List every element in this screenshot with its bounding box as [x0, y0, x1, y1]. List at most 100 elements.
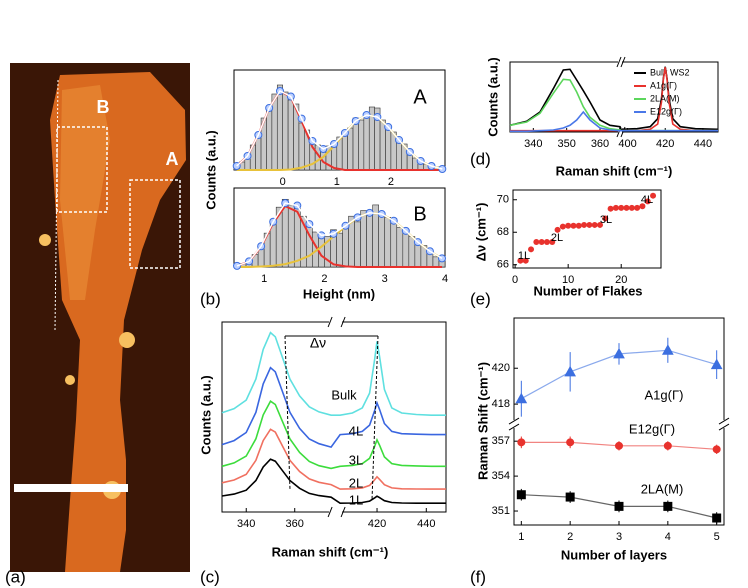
x-tick-label: 2 [567, 531, 573, 543]
x-tick-label: 360 [286, 518, 304, 530]
marker [515, 392, 528, 404]
histogram-bar [354, 221, 361, 268]
axis-break [340, 316, 346, 328]
marker [564, 365, 577, 377]
x-tick-label: 3 [382, 273, 388, 285]
point [575, 222, 582, 229]
series-label: 2L [349, 475, 363, 490]
x-tick-label: 440 [417, 518, 435, 530]
data-line [510, 110, 718, 133]
y-tick-label: 418 [492, 398, 510, 410]
x-tick-label: 2 [388, 176, 394, 188]
marker [517, 438, 526, 447]
axis-break [718, 423, 730, 431]
x-tick-label: 5 [714, 531, 720, 543]
x-axis-label: Raman shift (cm⁻¹) [272, 544, 389, 559]
point [549, 239, 556, 245]
axis-break [616, 56, 622, 68]
x-tick-label: 440 [694, 138, 712, 150]
annotation: 3L [600, 214, 612, 226]
afm-terrace [60, 85, 110, 300]
peak-label: B [413, 203, 426, 225]
scale-bar [14, 484, 128, 492]
marker [516, 490, 526, 500]
series-label: 2LA(M) [641, 481, 684, 496]
point [543, 239, 550, 245]
x-tick-label: 420 [368, 518, 386, 530]
series-label: Bulk [331, 387, 357, 402]
x-tick-label: 360 [591, 138, 609, 150]
point [570, 222, 577, 229]
legend-label: A1g(Γ) [650, 80, 677, 90]
histogram-bar [276, 84, 283, 171]
annotation: 2L [551, 232, 563, 244]
histogram-bar [366, 213, 373, 268]
x-tick-label: 0 [512, 274, 518, 286]
axis-break-gap [329, 320, 343, 324]
marker [710, 358, 723, 370]
annotation: 4L [641, 194, 653, 206]
point [591, 221, 598, 228]
panel-label: (d) [470, 149, 491, 168]
data-line [221, 428, 446, 490]
legend-label: 2LA(M) [650, 93, 680, 103]
region-box [56, 126, 108, 213]
axis-break [508, 417, 520, 425]
histogram-bar [358, 119, 365, 171]
plot-frame [509, 61, 719, 133]
point [554, 226, 561, 233]
region-box [129, 179, 181, 269]
data-line [221, 458, 446, 505]
point [644, 198, 651, 205]
axis-break-gap [618, 130, 622, 134]
series-label: 1L [349, 492, 363, 507]
x-tick-label: 340 [524, 138, 542, 150]
panel-label: (a) [5, 567, 26, 586]
data-line [221, 331, 446, 416]
axis-break-gap [618, 60, 622, 64]
histogram-bar [287, 204, 295, 268]
y-axis-label: Counts (a.u.) [203, 130, 218, 209]
marker [565, 492, 575, 502]
histogram-bar [414, 244, 422, 268]
x-axis-label: Number of layers [561, 547, 667, 562]
axis-break [327, 316, 333, 328]
histogram-bar [271, 93, 278, 171]
peak-guide [371, 335, 379, 501]
axis-break-gap [512, 420, 516, 429]
histogram-bar [342, 223, 349, 268]
region-label: B [97, 97, 110, 117]
x-tick-label: 2 [321, 273, 327, 285]
point [618, 204, 625, 211]
x-axis-label: Raman shift (cm⁻¹) [556, 163, 673, 178]
data-line [221, 366, 446, 449]
y-tick-label: 420 [492, 362, 510, 374]
axis-break [508, 423, 520, 431]
afm-particle [65, 375, 75, 385]
y-tick-label: 68 [497, 226, 509, 238]
histogram-bar [396, 227, 404, 268]
marker [566, 438, 575, 447]
histogram-bar [341, 133, 348, 171]
y-tick-label: 70 [497, 194, 509, 206]
axis-break-gap [722, 420, 726, 429]
peak-guide [284, 335, 291, 491]
y-axis-label: Δν (cm⁻¹) [473, 203, 488, 262]
point [586, 221, 593, 228]
point [581, 221, 588, 228]
point [607, 205, 614, 212]
marker [613, 347, 625, 359]
histogram-bar [384, 217, 392, 268]
histogram-bar [402, 229, 410, 268]
point [623, 204, 630, 211]
y-axis-label: Counts (a.u.) [198, 375, 213, 454]
histogram-bar [298, 122, 305, 171]
x-tick-label: 10 [562, 274, 574, 286]
x-tick-label: 420 [656, 138, 674, 150]
data-line [236, 90, 443, 170]
panel-label: (e) [470, 289, 491, 308]
point [517, 257, 524, 264]
axis-break [620, 56, 626, 68]
axis-break [718, 417, 730, 425]
marker [712, 445, 721, 454]
